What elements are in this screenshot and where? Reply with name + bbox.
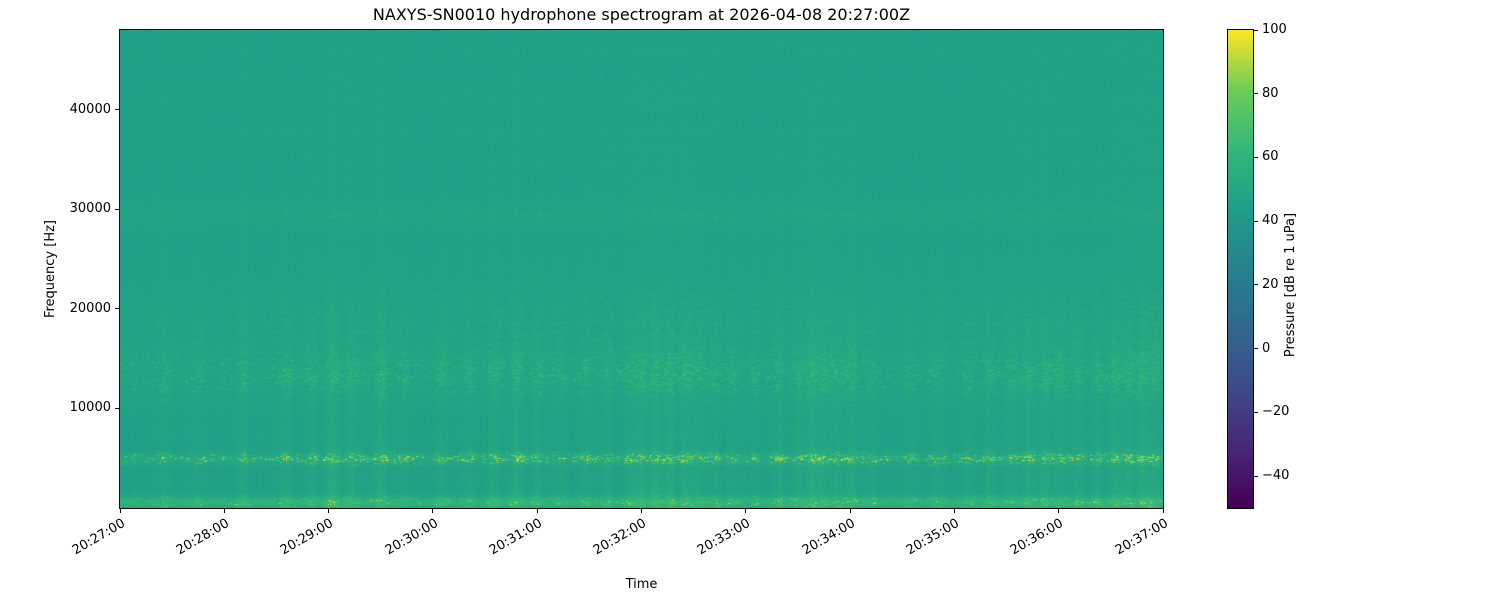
colorbar-tick: [1254, 411, 1258, 413]
colorbar-tick-label: −20: [1262, 404, 1290, 420]
x-tick: [953, 509, 955, 513]
colorbar-tick-label: −40: [1262, 468, 1290, 484]
colorbar: [1227, 29, 1254, 509]
colorbar-tick-label: 0: [1262, 340, 1271, 356]
colorbar-tick-label: 60: [1262, 149, 1279, 165]
colorbar-tick: [1254, 475, 1258, 477]
colorbar-tick-label: 20: [1262, 276, 1279, 292]
colorbar-tick: [1254, 284, 1258, 286]
x-tick: [1058, 509, 1060, 513]
colorbar-tick: [1254, 220, 1258, 222]
x-tick: [1162, 509, 1164, 513]
x-tick-label: 20:35:00: [903, 516, 962, 559]
x-tick-label: 20:37:00: [1112, 516, 1171, 559]
x-tick: [536, 509, 538, 513]
x-tick-label: 20:32:00: [590, 516, 649, 559]
y-tick-label: 10000: [69, 400, 111, 416]
x-tick-label: 20:36:00: [1008, 516, 1067, 559]
x-tick-label: 20:29:00: [278, 516, 337, 559]
x-tick: [849, 509, 851, 513]
colorbar-tick: [1254, 348, 1258, 350]
y-tick: [115, 208, 119, 210]
colorbar-canvas: [1228, 30, 1253, 508]
y-tick: [115, 407, 119, 409]
colorbar-tick-label: 100: [1262, 22, 1287, 37]
y-tick-label: 20000: [69, 300, 111, 316]
x-tick: [745, 509, 747, 513]
colorbar-label: Pressure [dB re 1 uPa]: [1283, 212, 1298, 358]
x-tick: [641, 509, 642, 513]
x-tick-label: 20:31:00: [486, 516, 545, 559]
colorbar-tick-label: 40: [1262, 213, 1279, 229]
x-tick-label: 20:30:00: [382, 516, 441, 559]
x-tick-label: 20:34:00: [799, 516, 858, 559]
y-tick-label: 30000: [69, 201, 111, 217]
y-tick-label: 40000: [69, 101, 111, 117]
x-tick-label: 20:28:00: [173, 516, 232, 559]
y-axis-label: Frequency [Hz]: [43, 219, 58, 319]
colorbar-tick: [1254, 29, 1258, 31]
x-axis-label: Time: [625, 577, 658, 592]
x-tick: [328, 509, 330, 513]
x-tick: [119, 509, 121, 513]
colorbar-tick-label: 80: [1262, 85, 1279, 101]
x-tick-label: 20:27:00: [69, 516, 128, 559]
y-tick: [115, 109, 119, 111]
colorbar-tick: [1254, 93, 1258, 95]
x-tick: [432, 509, 434, 513]
plot-area: [119, 29, 1164, 509]
x-tick-label: 20:33:00: [695, 516, 754, 559]
colorbar-tick: [1254, 156, 1258, 158]
y-tick: [115, 308, 119, 310]
spectrogram-canvas: [120, 30, 1163, 508]
chart-title: NAXYS-SN0010 hydrophone spectrogram at 2…: [372, 5, 911, 24]
x-tick: [223, 509, 225, 513]
